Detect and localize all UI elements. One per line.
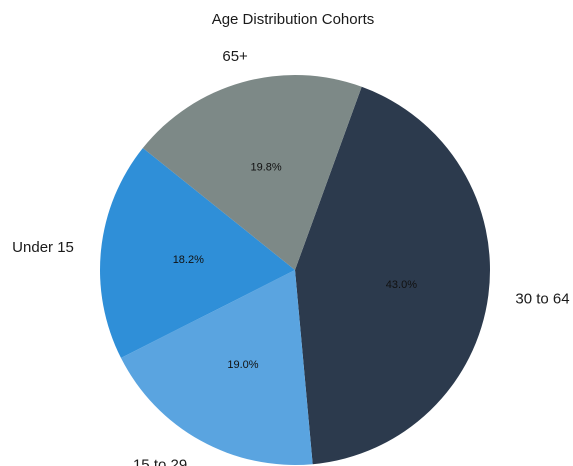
pie-labels: 43.0% 30 to 64 19.0% 15 to 29 18.2% Under 15 1… <box>12 48 569 466</box>
slice-category-label: Under 15 <box>12 239 74 256</box>
pie-slice-30-to-64 <box>295 86 491 465</box>
pie-slice-15-to-29 <box>120 270 313 466</box>
pie-slices <box>100 75 491 466</box>
slice-category-label: 65+ <box>222 48 248 65</box>
slice-percent-label: 43.0% <box>386 279 417 291</box>
pie-slice-65 <box>142 75 362 270</box>
slice-percent-label: 19.8% <box>250 162 281 174</box>
slice-category-label: 30 to 64 <box>515 291 569 308</box>
slice-percent-label: 19.0% <box>227 359 258 371</box>
slice-percent-label: 18.2% <box>173 254 204 266</box>
slice-category-label: 15 to 29 <box>133 456 187 466</box>
chart-title: Age Distribution Cohorts <box>212 11 375 28</box>
pie-slice-under-15 <box>100 148 295 358</box>
